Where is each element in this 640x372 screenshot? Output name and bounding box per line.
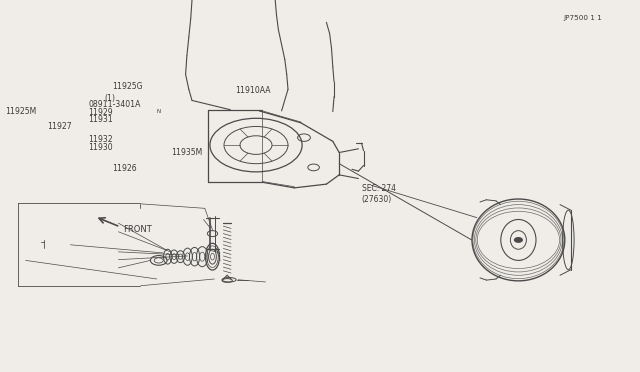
Text: 11935M: 11935M (172, 148, 203, 157)
Text: 11910AA: 11910AA (236, 86, 271, 94)
Text: 11926: 11926 (112, 164, 136, 173)
Text: 11931: 11931 (88, 115, 113, 124)
Text: 08911-3401A: 08911-3401A (88, 100, 141, 109)
Text: 11929: 11929 (88, 108, 113, 117)
Text: 11927: 11927 (47, 122, 71, 131)
Text: 11932: 11932 (88, 135, 113, 144)
Text: (1): (1) (104, 94, 115, 103)
Text: 11930: 11930 (88, 143, 113, 152)
Circle shape (515, 238, 522, 242)
Text: JP7500 1 1: JP7500 1 1 (563, 15, 602, 21)
Text: 11925M: 11925M (5, 107, 36, 116)
Text: FRONT: FRONT (124, 225, 152, 234)
Text: SEC. 274
(27630): SEC. 274 (27630) (362, 185, 396, 204)
Text: N: N (157, 109, 161, 114)
Text: 11925G: 11925G (112, 82, 143, 91)
